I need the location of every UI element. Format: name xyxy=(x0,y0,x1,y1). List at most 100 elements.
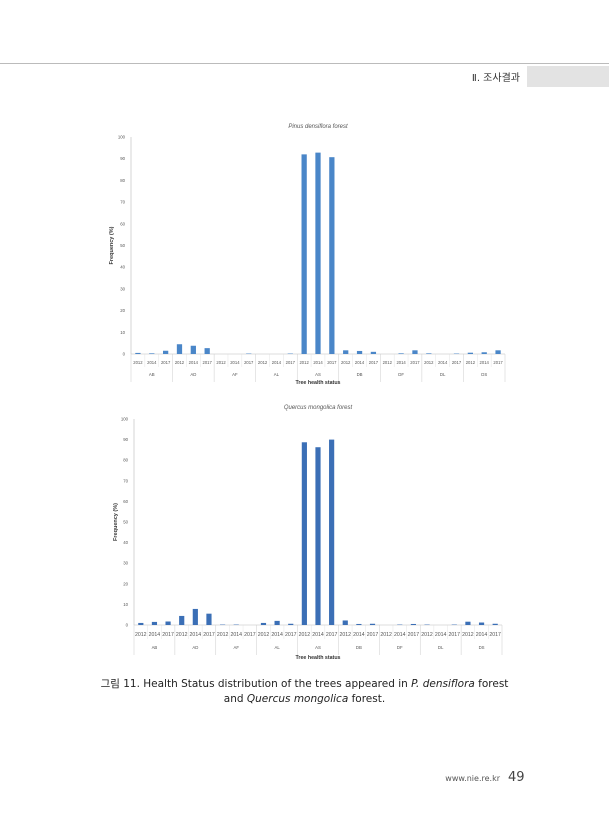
year-tick-label: 2017 xyxy=(162,632,174,638)
y-tick-label: 0 xyxy=(123,352,126,357)
year-tick-label: 2012 xyxy=(424,360,434,365)
y-tick-label: 20 xyxy=(123,581,128,586)
year-tick-label: 2014 xyxy=(438,360,448,365)
year-tick-label: 2017 xyxy=(244,632,256,638)
group-label: AB xyxy=(149,372,155,377)
bar-DB-2017 xyxy=(369,623,376,625)
y-tick-label: 90 xyxy=(120,156,125,161)
y-tick-label: 80 xyxy=(123,458,128,463)
bar-DB-2014 xyxy=(356,623,362,625)
bar-AB-2014 xyxy=(149,353,155,354)
year-tick-label: 2012 xyxy=(258,360,268,365)
y-axis-label: Frequency (%) xyxy=(109,226,115,264)
bar-DF-2014 xyxy=(398,353,404,354)
year-tick-label: 2017 xyxy=(326,632,338,638)
group-label: AD xyxy=(190,372,196,377)
bar-AL-2014 xyxy=(274,620,280,625)
bar-AB-2012 xyxy=(135,352,141,354)
bar-AD-2014 xyxy=(192,608,198,625)
y-tick-label: 100 xyxy=(118,135,126,140)
chart-title: Pinus densiflora forest xyxy=(288,124,348,130)
section-title: Ⅱ. 조사결과 xyxy=(471,73,520,84)
y-tick-label: 40 xyxy=(123,540,128,545)
bar-DS-2017 xyxy=(495,350,501,354)
year-tick-label: 2017 xyxy=(493,360,503,365)
bar-AD-2012 xyxy=(176,344,183,354)
bar-AL-2012 xyxy=(260,622,267,625)
year-tick-label: 2017 xyxy=(203,360,213,365)
year-tick-label: 2014 xyxy=(230,360,240,365)
group-label: DL xyxy=(438,645,444,650)
y-tick-label: 70 xyxy=(120,200,125,205)
bar-AS-2014 xyxy=(315,152,321,354)
year-tick-label: 2014 xyxy=(147,360,157,365)
bar-AB-2014 xyxy=(151,621,158,625)
year-tick-label: 2012 xyxy=(383,360,393,365)
year-tick-label: 2012 xyxy=(135,632,147,638)
year-tick-label: 2014 xyxy=(271,632,283,638)
year-tick-label: 2012 xyxy=(176,632,188,638)
year-tick-label: 2014 xyxy=(312,632,324,638)
group-label: DS xyxy=(479,645,485,650)
figure-caption-line2: and Quercus mongolica forest. xyxy=(60,693,549,705)
page-number: 49 xyxy=(508,770,525,785)
year-tick-label: 2017 xyxy=(286,360,296,365)
year-tick-label: 2017 xyxy=(367,632,379,638)
caption-text: forest xyxy=(474,678,509,690)
bar-AB-2017 xyxy=(165,621,171,625)
year-tick-label: 2012 xyxy=(421,632,433,638)
year-tick-label: 2017 xyxy=(285,632,297,638)
header-rule xyxy=(0,63,609,64)
group-label: DF xyxy=(397,645,403,650)
footer-url: www.nie.re.kr xyxy=(445,774,500,783)
year-tick-label: 2014 xyxy=(313,360,323,365)
y-tick-label: 50 xyxy=(120,243,125,248)
year-tick-label: 2014 xyxy=(355,360,365,365)
group-label: DL xyxy=(440,372,446,377)
caption-species: P. densiflora xyxy=(411,678,475,690)
y-axis-label: Frequency (%) xyxy=(113,503,119,541)
year-tick-label: 2012 xyxy=(462,632,474,638)
year-tick-label: 2017 xyxy=(161,360,171,365)
y-tick-label: 90 xyxy=(123,437,128,442)
y-tick-label: 30 xyxy=(120,286,125,291)
x-axis-label: Tree health status xyxy=(295,655,340,661)
group-label: AF xyxy=(232,372,238,377)
year-tick-label: 2012 xyxy=(339,632,351,638)
year-tick-label: 2014 xyxy=(353,632,365,638)
bar-AD-2014 xyxy=(190,345,196,354)
bar-DB-2014 xyxy=(356,350,363,354)
y-tick-label: 100 xyxy=(121,417,129,422)
bar-DS-2014 xyxy=(478,622,485,625)
y-tick-label: 30 xyxy=(123,561,128,566)
year-tick-label: 2017 xyxy=(449,632,461,638)
bar-DB-2012 xyxy=(343,350,349,354)
bar-AD-2017 xyxy=(204,348,210,354)
group-label: AS xyxy=(315,372,321,377)
bar-DF-2017 xyxy=(410,623,416,625)
year-tick-label: 2017 xyxy=(327,360,337,365)
group-label: AB xyxy=(152,645,158,650)
group-label: DB xyxy=(357,372,363,377)
y-tick-label: 60 xyxy=(123,499,128,504)
group-label: DS xyxy=(481,372,487,377)
year-tick-label: 2012 xyxy=(258,632,270,638)
bar-DS-2014 xyxy=(481,352,487,354)
group-label: AD xyxy=(192,645,198,650)
bar-DS-2012 xyxy=(467,352,474,354)
y-tick-label: 80 xyxy=(120,178,125,183)
y-tick-label: 10 xyxy=(123,602,128,607)
year-tick-label: 2014 xyxy=(230,632,242,638)
year-tick-label: 2017 xyxy=(244,360,254,365)
year-tick-label: 2017 xyxy=(489,632,501,638)
bar-AD-2017 xyxy=(206,613,212,625)
year-tick-label: 2017 xyxy=(410,360,420,365)
year-tick-label: 2017 xyxy=(369,360,379,365)
y-tick-label: 20 xyxy=(120,308,125,313)
year-tick-label: 2014 xyxy=(476,632,488,638)
caption-species: Quercus mongolica xyxy=(246,693,349,705)
bar-AD-2012 xyxy=(179,615,185,625)
bar-DB-2017 xyxy=(370,351,377,354)
year-tick-label: 2012 xyxy=(299,360,309,365)
section-tab xyxy=(527,66,609,87)
